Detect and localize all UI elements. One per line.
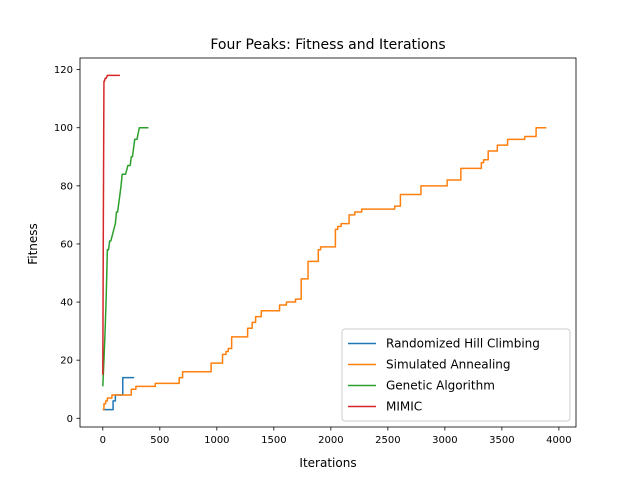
y-tick-label: 120 [54, 65, 73, 76]
x-axis-label: Iterations [299, 456, 356, 470]
legend-box [341, 328, 571, 422]
x-tick-label: 4000 [546, 435, 571, 446]
x-tick-label: 3000 [432, 435, 457, 446]
x-tick-label: 500 [150, 435, 169, 446]
series-line-4 [102, 74, 120, 375]
y-tick-label: 40 [60, 298, 73, 309]
series-line-2 [102, 126, 547, 411]
y-axis-label: Fitness [26, 223, 40, 265]
x-tick-label: 1500 [261, 435, 286, 446]
series-line-1 [102, 376, 135, 411]
legend-label: Randomized Hill Climbing [386, 337, 540, 351]
chart-title: Four Peaks: Fitness and Iterations [210, 37, 445, 53]
x-tick-label: 1000 [204, 435, 229, 446]
axes-frame [79, 57, 577, 428]
y-tick-label: 0 [67, 414, 73, 425]
y-tick-label: 80 [60, 181, 73, 192]
legend: Randomized Hill Climbing Simulated Anneal… [341, 328, 571, 422]
y-tick-label: 100 [54, 123, 73, 134]
x-tick-label: 0 [100, 435, 106, 446]
legend-label: MIMIC [386, 400, 422, 414]
axes: 0 500 1000 1500 2000 2500 3000 3500 4000 0 20 40 60 8… [54, 57, 577, 446]
x-tick-label: 2000 [318, 435, 343, 446]
y-tick-label: 60 [60, 239, 73, 250]
legend-label: Genetic Algorithm [386, 379, 495, 393]
plot-area [102, 74, 547, 411]
y-tick-label: 20 [60, 356, 73, 367]
legend-label: Simulated Annealing [386, 358, 511, 372]
x-tick-label: 3500 [489, 435, 514, 446]
series-line-3 [102, 126, 149, 387]
x-tick-label: 2500 [375, 435, 400, 446]
